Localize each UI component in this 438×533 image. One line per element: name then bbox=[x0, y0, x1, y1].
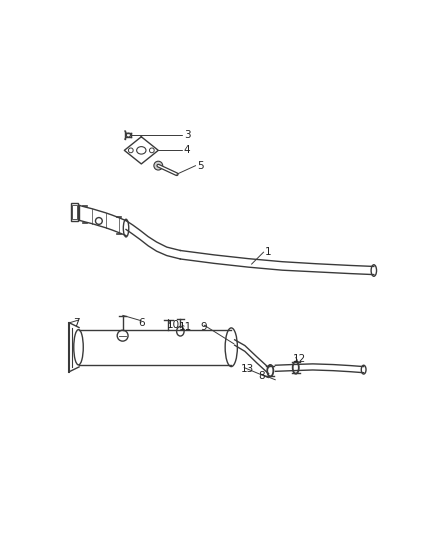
Text: 5: 5 bbox=[197, 160, 204, 171]
Text: 3: 3 bbox=[184, 130, 191, 140]
Text: 13: 13 bbox=[241, 364, 254, 374]
Bar bbox=[71, 203, 78, 222]
Text: 4: 4 bbox=[184, 146, 191, 155]
Circle shape bbox=[154, 161, 162, 170]
Text: 10: 10 bbox=[167, 320, 180, 330]
Text: 9: 9 bbox=[201, 322, 207, 332]
Text: 1: 1 bbox=[265, 247, 272, 257]
Bar bbox=[72, 205, 77, 220]
Text: 6: 6 bbox=[138, 319, 145, 328]
Text: 11: 11 bbox=[179, 322, 192, 332]
Text: 7: 7 bbox=[74, 319, 80, 328]
Text: 12: 12 bbox=[293, 354, 306, 364]
Text: 8: 8 bbox=[258, 371, 265, 381]
